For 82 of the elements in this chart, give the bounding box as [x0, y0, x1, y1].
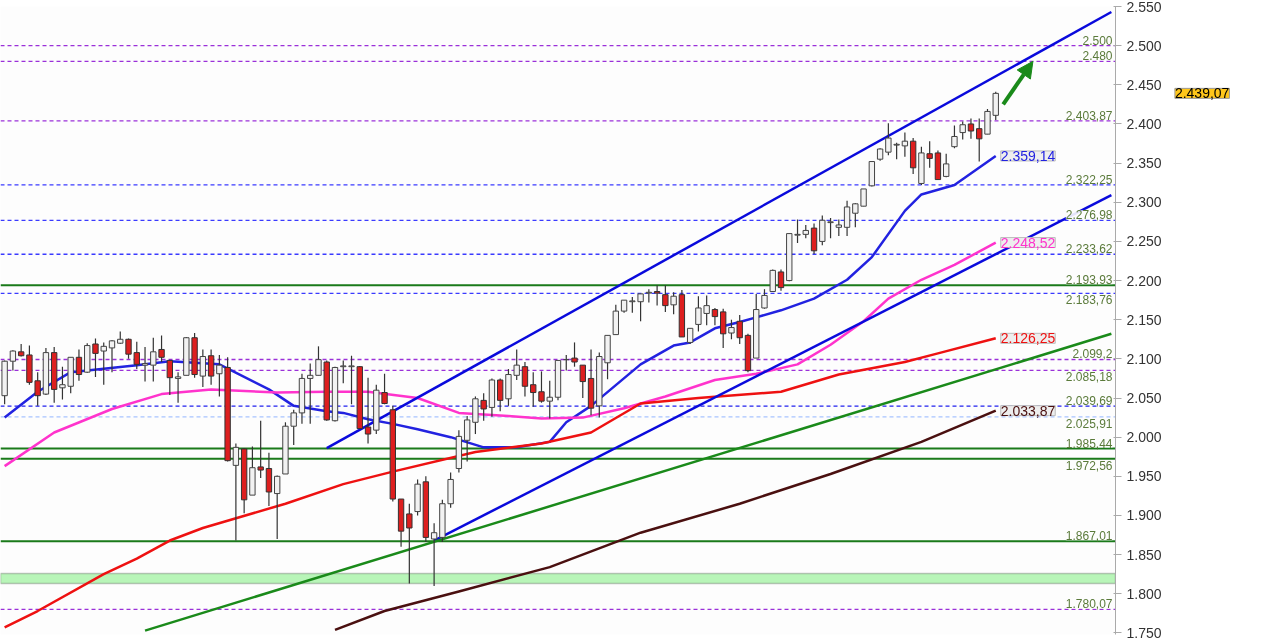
- candlestick: [761, 288, 768, 310]
- ref-line-label: 2.085,18: [1065, 370, 1113, 385]
- y-tick-label: 1.750: [1126, 624, 1162, 640]
- candlestick: [736, 314, 743, 345]
- ref-line-label: 2.500: [1082, 33, 1113, 48]
- candlestick: [158, 334, 165, 363]
- candlestick: [406, 503, 413, 585]
- y-tick-label: 2.550: [1126, 0, 1162, 15]
- candlestick: [645, 288, 653, 304]
- ref-line-label: 2.322,25: [1065, 172, 1113, 187]
- y-tick-label: 2.050: [1126, 390, 1162, 407]
- candlestick: [967, 117, 975, 140]
- candlestick: [166, 359, 173, 396]
- ref-line-label: 2.403,87: [1065, 108, 1113, 123]
- candlestick: [17, 343, 25, 358]
- candlestick: [976, 117, 983, 163]
- candlestick: [810, 222, 818, 255]
- line-series: [3, 337, 997, 629]
- candlestick: [951, 124, 958, 149]
- line-series: [3, 241, 997, 468]
- candlestick: [92, 337, 99, 378]
- ref-line-label: 1.985,44: [1065, 436, 1113, 451]
- ref-line-label: 1.780,07: [1065, 597, 1113, 612]
- candlestick: [232, 442, 240, 542]
- y-tick-label: 2.100: [1126, 350, 1162, 367]
- candlestick: [521, 361, 529, 398]
- ref-line-label: 2.193,93: [1065, 273, 1113, 288]
- y-tick-label: 2.150: [1126, 311, 1162, 328]
- ref-line-label: 2.276,98: [1065, 208, 1113, 223]
- y-tick-label: 1.850: [1126, 546, 1162, 563]
- candlestick: [108, 339, 116, 373]
- candlestick: [463, 415, 471, 463]
- candlestick: [571, 341, 578, 368]
- candlestick: [843, 200, 851, 237]
- ref-line-label: 2.183,76: [1065, 293, 1113, 308]
- candlestick: [381, 373, 388, 405]
- ref-line-label: 2.025,91: [1065, 416, 1113, 431]
- candlestick: [75, 348, 83, 382]
- y-tick-label: 2.400: [1126, 115, 1162, 132]
- text: 2.439,07: [1174, 85, 1230, 102]
- data-label: 2.033,87: [1000, 402, 1056, 419]
- candlestick: [265, 452, 273, 507]
- candlestick: [480, 392, 487, 422]
- candlestick: [274, 474, 281, 540]
- ref-line-label: 1.972,56: [1065, 458, 1113, 473]
- candlestick: [579, 364, 586, 399]
- y-tick-label: 1.900: [1126, 507, 1162, 524]
- candlestick: [207, 348, 215, 386]
- candlestick: [364, 377, 372, 445]
- data-label: 2.126,25: [1000, 330, 1056, 347]
- y-tick-label: 2.350: [1126, 155, 1162, 172]
- y-tick-label: 2.450: [1126, 76, 1162, 93]
- y-tick-label: 2.200: [1126, 272, 1162, 289]
- ref-line-label: 1.867,01: [1065, 529, 1113, 544]
- line-series: [333, 409, 997, 632]
- candlestick: [720, 308, 727, 349]
- candlestick: [901, 131, 909, 158]
- y-tick-label: 2.500: [1126, 37, 1162, 54]
- candlestick: [497, 377, 504, 412]
- ref-line-label: 2.099,2: [1072, 347, 1113, 362]
- y-tick-label: 2.250: [1126, 233, 1162, 250]
- data-label: 2.359,14: [1000, 147, 1056, 164]
- ref-line-label: 2.039,69: [1065, 394, 1113, 409]
- data-label: 2.248,52: [1000, 234, 1056, 251]
- candlestick: [959, 121, 966, 141]
- candlestick: [777, 269, 785, 292]
- ref-line-label: 2.480: [1082, 49, 1113, 64]
- candlestick: [612, 304, 619, 336]
- candlestick: [662, 284, 669, 313]
- candlestick: [257, 420, 264, 479]
- y-tick-label: 1.950: [1126, 468, 1162, 485]
- y-tick-label: 2.300: [1126, 194, 1162, 211]
- candlestick: [926, 140, 933, 169]
- candlestick: [174, 371, 182, 404]
- y-tick-label: 2.000: [1126, 429, 1162, 446]
- ref-line-label: 2.233,62: [1065, 242, 1113, 257]
- y-tick-label: 1.800: [1126, 585, 1162, 602]
- candlestick: [199, 348, 207, 388]
- candlestick: [9, 349, 17, 372]
- candlestick: [653, 284, 661, 307]
- candlestick: [290, 409, 297, 446]
- candlestick: [141, 346, 149, 383]
